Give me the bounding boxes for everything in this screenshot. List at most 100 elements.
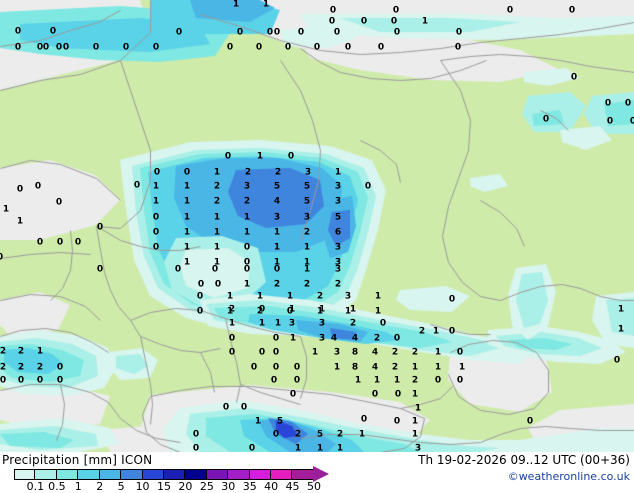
grid-value-label: 3 (273, 212, 281, 223)
grid-value-label: 0 (0, 375, 7, 386)
grid-value-label: 0 (272, 347, 280, 358)
colorbar-segment[interactable] (228, 469, 250, 480)
grid-value-label: 0 (286, 306, 294, 317)
grid-value-label: 1 (183, 181, 191, 192)
grid-value-label: 1 (274, 318, 282, 329)
precipitation-colorbar[interactable] (14, 469, 314, 480)
grid-value-label: 2 (244, 167, 252, 178)
grid-value-label: 0 (270, 375, 278, 386)
grid-value-label: 0 (152, 42, 160, 53)
colorbar-segment[interactable] (271, 469, 293, 480)
grid-value-label: 0 (570, 72, 578, 83)
grid-value-label: 0 (258, 347, 266, 358)
grid-value-label: 2 (391, 347, 399, 358)
grid-value-label: 1 (16, 216, 24, 227)
grid-value-label: 0 (455, 27, 463, 38)
grid-value-label: 2 (303, 279, 311, 290)
grid-value-label: 1 (258, 318, 266, 329)
grid-value-label: 0 (364, 181, 372, 192)
grid-value-label: 1 (458, 362, 466, 373)
grid-value-label: 1 (183, 227, 191, 238)
grid-value-label: 2 (17, 346, 25, 357)
legend-title: Precipitation [mm] ICON (2, 453, 153, 467)
grid-value-label: 2 (228, 304, 236, 315)
grid-value-label: 0 (211, 264, 219, 275)
grid-value-label: 2 (294, 429, 302, 440)
colorbar-segment[interactable] (121, 469, 143, 480)
grid-value-label: 5 (276, 416, 284, 427)
grid-value-label: 1 (213, 242, 221, 253)
grid-value-label: 0 (14, 26, 22, 37)
colorbar-segment[interactable] (206, 469, 229, 480)
grid-value-label: 1 (243, 212, 251, 223)
grid-value-label: 2 (391, 362, 399, 373)
copyright-notice[interactable]: ©weatheronline.co.uk (507, 470, 630, 483)
grid-value-label: 0 (393, 416, 401, 427)
grid-value-label: 0 (448, 326, 456, 337)
grid-value-label: 1 (303, 242, 311, 253)
grid-value-label: 0 (624, 98, 632, 109)
colorbar-segment[interactable] (142, 469, 164, 480)
colorbar-segment[interactable] (163, 469, 186, 480)
grid-value-label: 0 (434, 375, 442, 386)
grid-value-label: 3 (303, 212, 311, 223)
grid-value-label: 6 (334, 227, 342, 238)
grid-value-label: 0 (133, 180, 141, 191)
grid-value-label: 2 (411, 347, 419, 358)
colorbar-segment[interactable] (35, 469, 57, 480)
grid-value-label: 0 (293, 362, 301, 373)
colorbar-tick-label: 10 (135, 480, 150, 493)
grid-value-label: 0 (196, 291, 204, 302)
grid-value-label: 0 (448, 294, 456, 305)
grid-value-label: 0 (74, 237, 82, 248)
grid-value-label: 2 (243, 196, 251, 207)
grid-value-label: 1 (256, 151, 264, 162)
grid-value-label: 1 (213, 167, 221, 178)
colorbar-tick-label: 30 (221, 480, 236, 493)
grid-value-label: 0 (196, 306, 204, 317)
grid-value-label: 1 (289, 333, 297, 344)
grid-value-label: 2 (373, 333, 381, 344)
grid-value-label: 5 (303, 196, 311, 207)
grid-value-label: 1 (303, 264, 311, 275)
grid-value-label: 2 (316, 291, 324, 302)
colorbar-tick-label: 50 (307, 480, 321, 493)
colorbar-segment[interactable] (99, 469, 122, 480)
grid-value-label: 1 (273, 227, 281, 238)
grid-value-label: 0 (236, 27, 244, 38)
grid-value-label: 1 (2, 204, 10, 215)
colorbar-segment[interactable] (185, 469, 207, 480)
grid-value-label: 1 (273, 242, 281, 253)
grid-value-label: 1 (411, 362, 419, 373)
colorbar-segment[interactable] (56, 469, 79, 480)
grid-value-label: 0 (542, 114, 550, 125)
grid-value-label: 1 (226, 306, 234, 317)
grid-value-label: 2 (303, 227, 311, 238)
grid-value-label: 0 (360, 414, 368, 425)
colorbar-tick-label: 45 (285, 480, 300, 493)
grid-value-label: 0 (604, 98, 612, 109)
grid-value-label: 0 (394, 389, 402, 400)
grid-value-label: 0 (287, 151, 295, 162)
colorbar-segment[interactable] (249, 469, 272, 480)
grid-value-label: 1 (316, 306, 324, 317)
grid-value-label: 2 (411, 375, 419, 386)
grid-value-label: 8 (351, 347, 359, 358)
colorbar-segment[interactable] (78, 469, 100, 480)
grid-value-label: 0 (371, 389, 379, 400)
colorbar-segment[interactable] (292, 469, 314, 480)
colorbar-tick-label: 40 (264, 480, 279, 493)
colorbar-segment[interactable] (14, 469, 36, 480)
grid-value-label: 3 (304, 167, 312, 178)
grid-value-label: 4 (351, 333, 359, 344)
grid-value-label: 0 (42, 42, 50, 53)
forecast-timestamp: Th 19-02-2026 09..12 UTC (00+36) (418, 453, 630, 467)
grid-value-label: 0 (629, 116, 634, 127)
grid-value-label: 0 (390, 16, 398, 27)
map-raster-canvas[interactable] (0, 0, 634, 452)
grid-value-label: 0 (222, 402, 230, 413)
grid-value-label: 2 (349, 318, 357, 329)
grid-value-label: 0 (96, 222, 104, 233)
grid-value-label: 0 (36, 42, 44, 53)
